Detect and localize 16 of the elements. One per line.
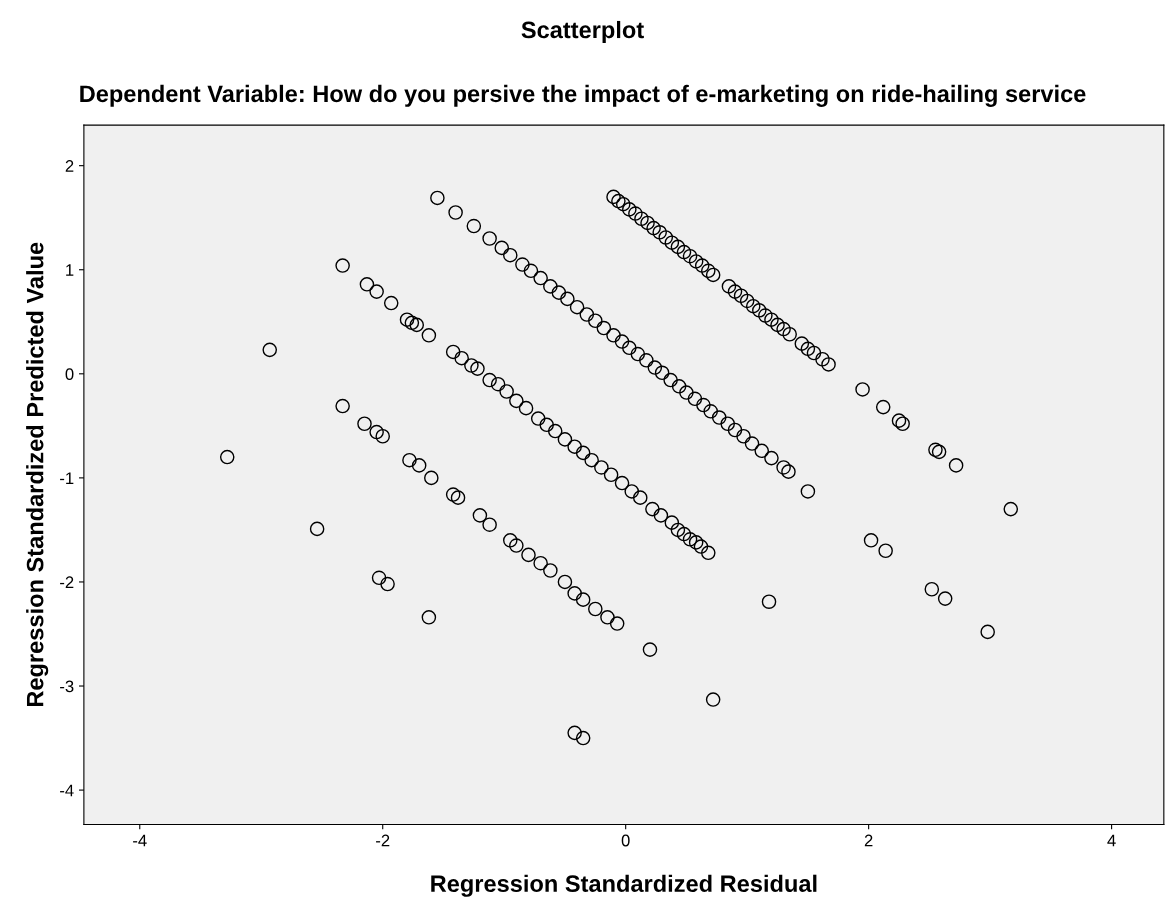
x-tick-label: -2 (376, 834, 390, 847)
x-tick-label: 4 (1107, 834, 1116, 847)
y-tick-label: -3 (60, 680, 74, 693)
x-tick-label: 2 (864, 834, 873, 847)
y-tick-label: -4 (60, 784, 74, 797)
chart-title: Scatterplot (521, 20, 644, 43)
y-tick-label: -1 (60, 472, 74, 484)
x-tick-label: -4 (133, 834, 147, 847)
x-tick-label: 0 (621, 834, 630, 847)
chart-subtitle: Dependent Variable: How do you persive the impact of e-marketing on ride-hailing service (80, 84, 1086, 107)
y-axis-title: Regression Standardized Predicted Value (26, 242, 49, 707)
y-tick-label: 2 (65, 160, 74, 172)
y-tick-label: 0 (65, 368, 74, 381)
x-axis-title: Regression Standardized Residual (431, 874, 817, 897)
y-tick-label: -2 (60, 576, 74, 588)
y-tick-label: 1 (66, 264, 74, 276)
